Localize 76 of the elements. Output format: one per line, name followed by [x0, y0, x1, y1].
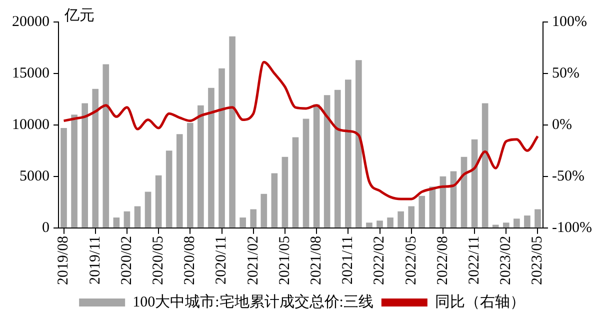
x-tick-label: 2021/05	[276, 236, 293, 286]
bar	[524, 215, 530, 228]
bar	[324, 95, 330, 228]
bar	[187, 122, 194, 228]
bar	[398, 211, 404, 228]
bar	[344, 80, 352, 228]
x-tick-label: 2022/05	[403, 236, 420, 286]
bar	[250, 209, 257, 228]
bar	[471, 139, 478, 228]
bar	[502, 222, 510, 228]
bar	[155, 175, 162, 228]
x-tick-label: 2020/02	[118, 236, 135, 286]
bar	[302, 118, 310, 228]
y2-tick-label: 50%	[552, 65, 580, 82]
bar	[366, 222, 372, 228]
bar	[208, 88, 214, 228]
bar	[356, 60, 362, 228]
y-tick-label: 5000	[20, 168, 50, 184]
bar	[102, 64, 110, 228]
bar	[60, 128, 67, 228]
line-series	[62, 60, 539, 200]
bar	[376, 220, 383, 228]
bar	[460, 156, 468, 228]
bar	[440, 176, 446, 228]
bar	[176, 134, 183, 228]
y2-tick-label: 100%	[552, 14, 588, 30]
x-tick-label: 2021/08	[308, 236, 324, 286]
y-tick-label: 15000	[12, 65, 50, 82]
bar	[282, 156, 288, 228]
bar	[492, 224, 499, 228]
bar	[429, 186, 436, 228]
x-tick-label: 2023/02	[498, 236, 514, 286]
x-tick-label: 2021/11	[340, 236, 356, 284]
x-tick-label: 2020/08	[182, 236, 198, 286]
y-tick-label: 10000	[12, 116, 50, 133]
x-tick-label: 2021/02	[245, 236, 262, 286]
bar	[134, 206, 141, 228]
legend-label: 同比（右轴）	[434, 293, 525, 310]
bar	[387, 218, 394, 228]
x-tick-label: 2020/11	[214, 236, 230, 284]
bar	[482, 103, 488, 228]
bar	[450, 171, 457, 228]
y2-tick-label: -100%	[552, 220, 592, 236]
y2-tick-label: -50%	[552, 168, 585, 184]
x-tick-label: 2022/08	[434, 236, 451, 286]
bar	[124, 211, 130, 228]
bar	[71, 114, 78, 228]
y-tick-label: 20000	[12, 14, 50, 30]
bar	[82, 103, 88, 228]
bar	[418, 196, 426, 228]
bar	[218, 68, 225, 228]
bar	[514, 218, 520, 228]
bar	[198, 105, 204, 228]
x-tick-label: 2020/05	[150, 236, 166, 286]
bar	[260, 194, 268, 228]
bar	[334, 90, 341, 228]
y-tick-label: 0	[42, 220, 50, 236]
bar	[113, 218, 120, 228]
y-axis-title: 亿元	[64, 8, 94, 24]
x-tick-label: 2022/02	[372, 236, 388, 286]
x-tick-label: 2019/08	[56, 236, 72, 286]
bar	[229, 36, 236, 228]
bar	[92, 88, 99, 228]
y2-tick-label: 0%	[552, 116, 572, 133]
bar	[144, 192, 152, 228]
bar	[240, 218, 246, 228]
bar	[292, 137, 299, 228]
x-tick-label: 2023/05	[530, 236, 546, 286]
x-tick-label: 2019/11	[87, 236, 104, 284]
legend-label: 100大中城市:宅地累计成交总价:三线	[132, 293, 374, 310]
bar	[534, 209, 541, 228]
bar	[313, 104, 320, 228]
bar	[271, 173, 278, 228]
bar	[408, 206, 415, 228]
bar	[166, 150, 172, 228]
x-tick-label: 2022/11	[466, 236, 482, 284]
